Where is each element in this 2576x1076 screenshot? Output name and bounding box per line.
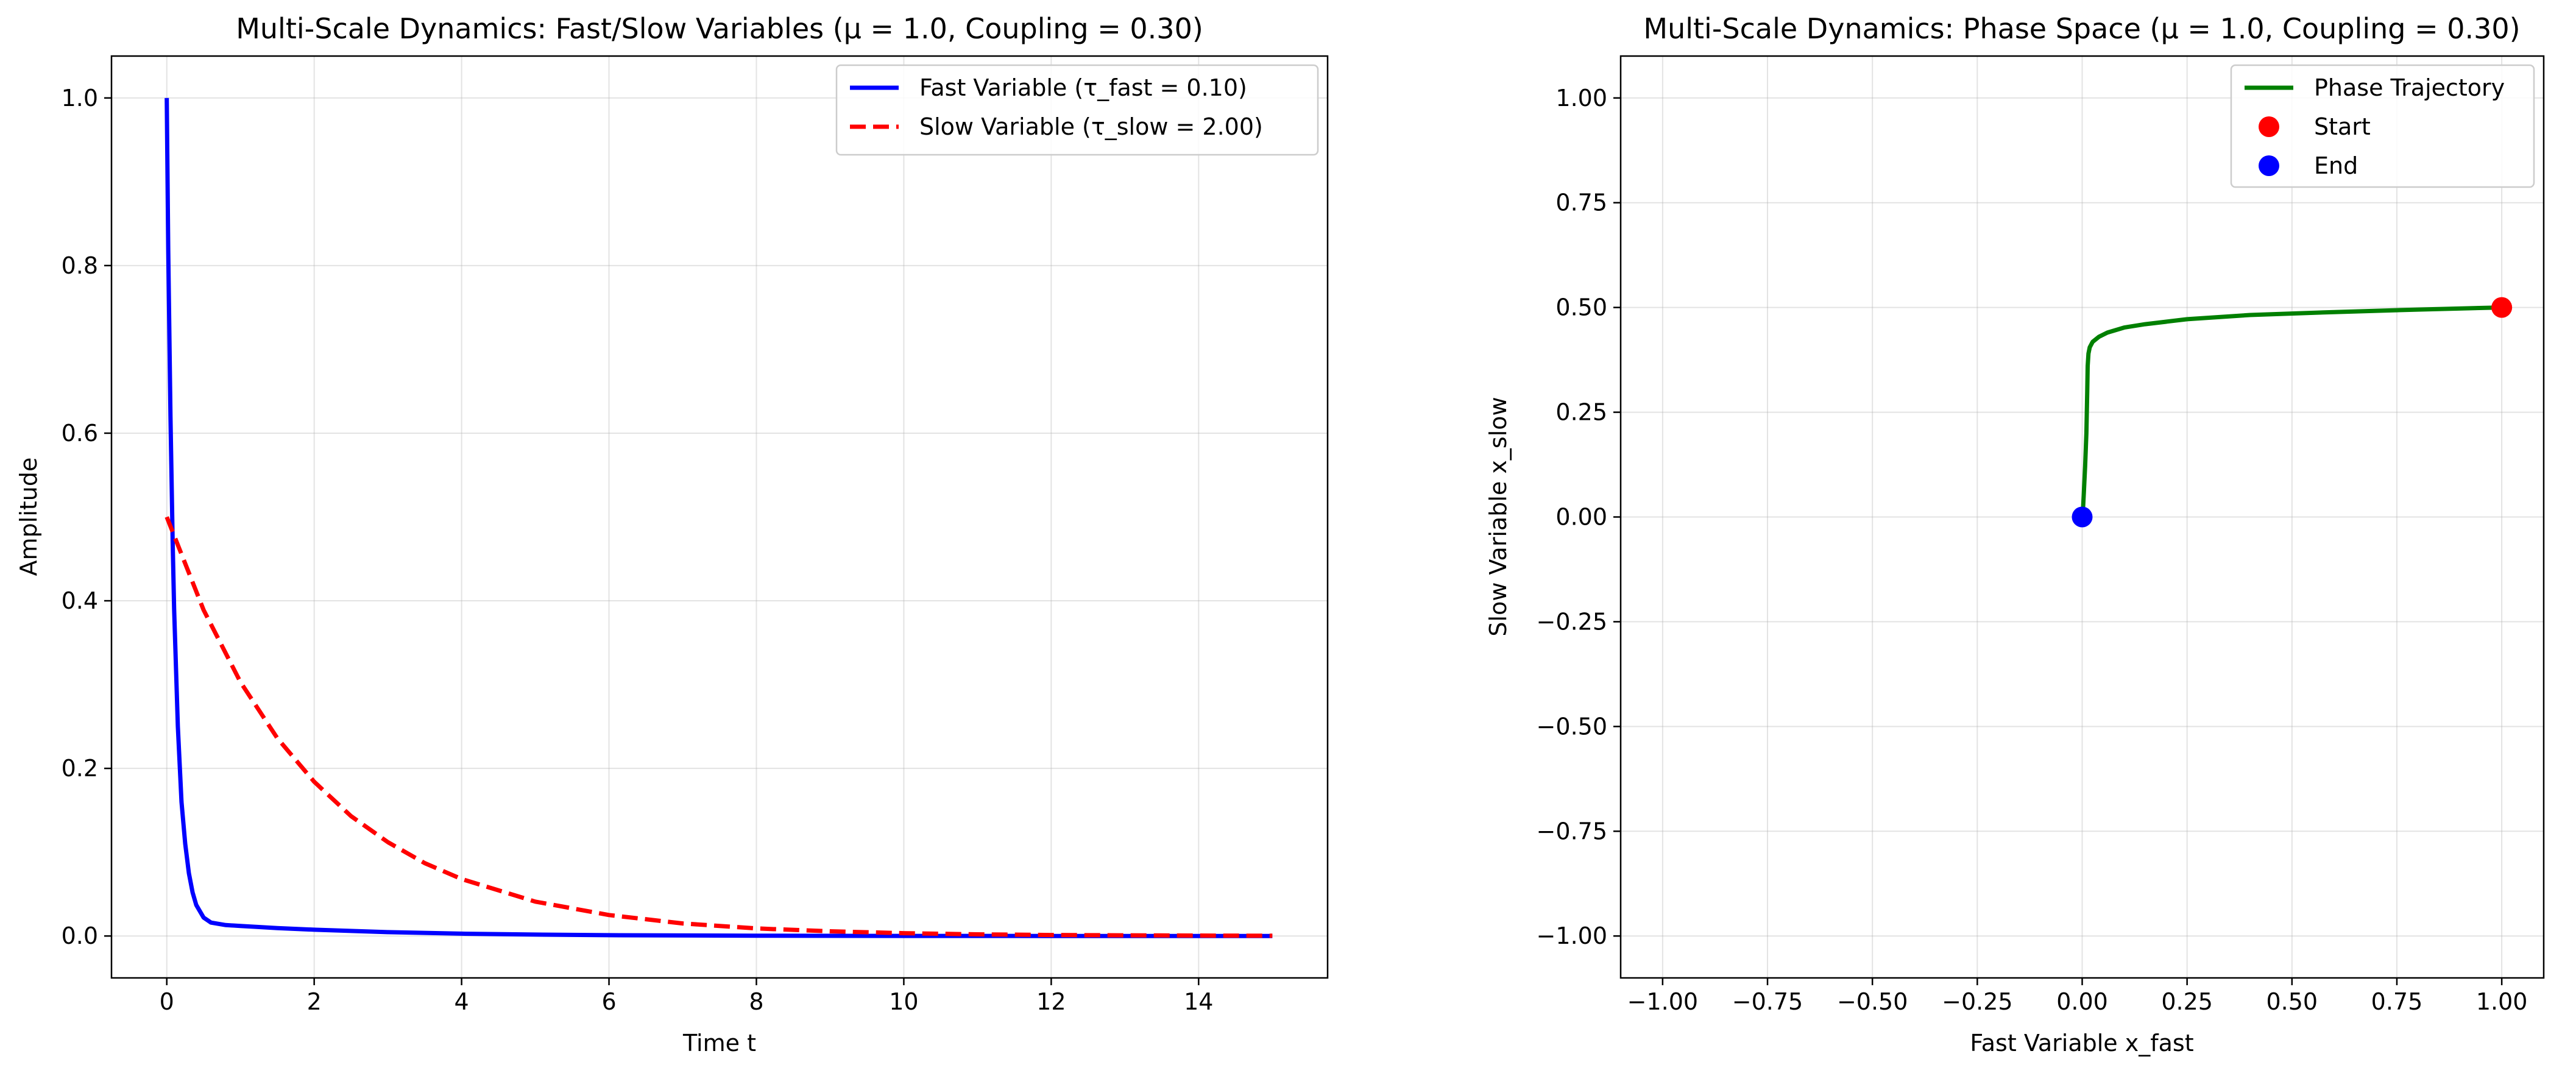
x-tick-label: 2 bbox=[307, 988, 322, 1015]
x-tick-label: 1.00 bbox=[2476, 988, 2528, 1015]
y-tick-label: 1.00 bbox=[1555, 85, 1607, 111]
legend-label: End bbox=[2314, 152, 2358, 179]
x-tick-label: 0.75 bbox=[2371, 988, 2423, 1015]
x-tick-label: 10 bbox=[889, 988, 918, 1015]
x-tick-label: 8 bbox=[749, 988, 763, 1015]
legend-label: Start bbox=[2314, 113, 2371, 140]
x-tick-label: −0.75 bbox=[1732, 988, 1803, 1015]
phase-space-chart: −1.00 −0.75 −0.50 −0.25 0.00 0.25 0.50 0.75 1.00… bbox=[1485, 12, 2545, 1057]
x-tick-label: 0 bbox=[160, 988, 174, 1015]
y-tick-label: 0.00 bbox=[1555, 504, 1607, 531]
y-tick-label: 0.0 bbox=[62, 922, 98, 949]
series-marker-end bbox=[2072, 506, 2093, 528]
fast-slow-time-chart: 0 2 4 6 8 10 12 14 0.0 0.2 0.4 0.6 0.8 1.0 Multi-Scal… bbox=[15, 12, 1329, 1057]
y-axis-label: Slow Variable x_slow bbox=[1485, 397, 1512, 636]
x-tick-label: −1.00 bbox=[1627, 988, 1698, 1015]
x-tick-label: 14 bbox=[1184, 988, 1213, 1015]
x-tick-label: 12 bbox=[1036, 988, 1066, 1015]
legend-box bbox=[835, 64, 1319, 156]
y-tick-label: −1.00 bbox=[1537, 922, 1607, 949]
y-tick-label: 0.4 bbox=[62, 587, 98, 614]
y-tick-label: −0.75 bbox=[1537, 818, 1607, 844]
series-line-1 bbox=[165, 516, 1273, 938]
x-tick-label: 0.50 bbox=[2266, 988, 2318, 1015]
x-tick-label: 0.00 bbox=[2056, 988, 2108, 1015]
legend-label: Slow Variable (τ_slow = 2.00) bbox=[919, 113, 1263, 140]
x-axis-label: Time t bbox=[682, 1030, 756, 1057]
legend-marker bbox=[2259, 155, 2279, 176]
y-tick-label: 0.6 bbox=[62, 420, 98, 447]
y-tick-label: 0.50 bbox=[1555, 294, 1607, 321]
series-line-0 bbox=[165, 97, 1273, 938]
y-tick-label: 0.75 bbox=[1555, 189, 1607, 216]
y-tick-label: 0.25 bbox=[1555, 399, 1607, 426]
chart-title: Multi-Scale Dynamics: Fast/Slow Variable… bbox=[236, 12, 1203, 45]
series-marker-start bbox=[2491, 297, 2513, 318]
legend-label: Phase Trajectory bbox=[2314, 74, 2505, 101]
y-tick-label: −0.25 bbox=[1537, 608, 1607, 635]
x-tick-label: −0.25 bbox=[1942, 988, 2012, 1015]
legend-box bbox=[2230, 64, 2535, 188]
x-tick-label: 4 bbox=[455, 988, 469, 1015]
y-axis-label: Amplitude bbox=[15, 458, 42, 576]
y-tick-label: 0.2 bbox=[62, 755, 98, 782]
x-axis-label: Fast Variable x_fast bbox=[1970, 1030, 2193, 1057]
chart-title: Multi-Scale Dynamics: Phase Space (μ = 1… bbox=[1643, 12, 2520, 45]
series-line-0 bbox=[2080, 305, 2502, 517]
y-tick-label: −0.50 bbox=[1537, 713, 1607, 740]
x-tick-label: −0.50 bbox=[1837, 988, 1908, 1015]
legend-marker bbox=[2259, 116, 2279, 137]
x-tick-label: 6 bbox=[601, 988, 616, 1015]
legend-label: Fast Variable (τ_fast = 0.10) bbox=[919, 74, 1247, 101]
y-tick-label: 1.0 bbox=[62, 85, 98, 111]
plot-frame bbox=[110, 55, 1329, 979]
x-tick-label: 0.25 bbox=[2161, 988, 2213, 1015]
y-tick-label: 0.8 bbox=[62, 252, 98, 279]
